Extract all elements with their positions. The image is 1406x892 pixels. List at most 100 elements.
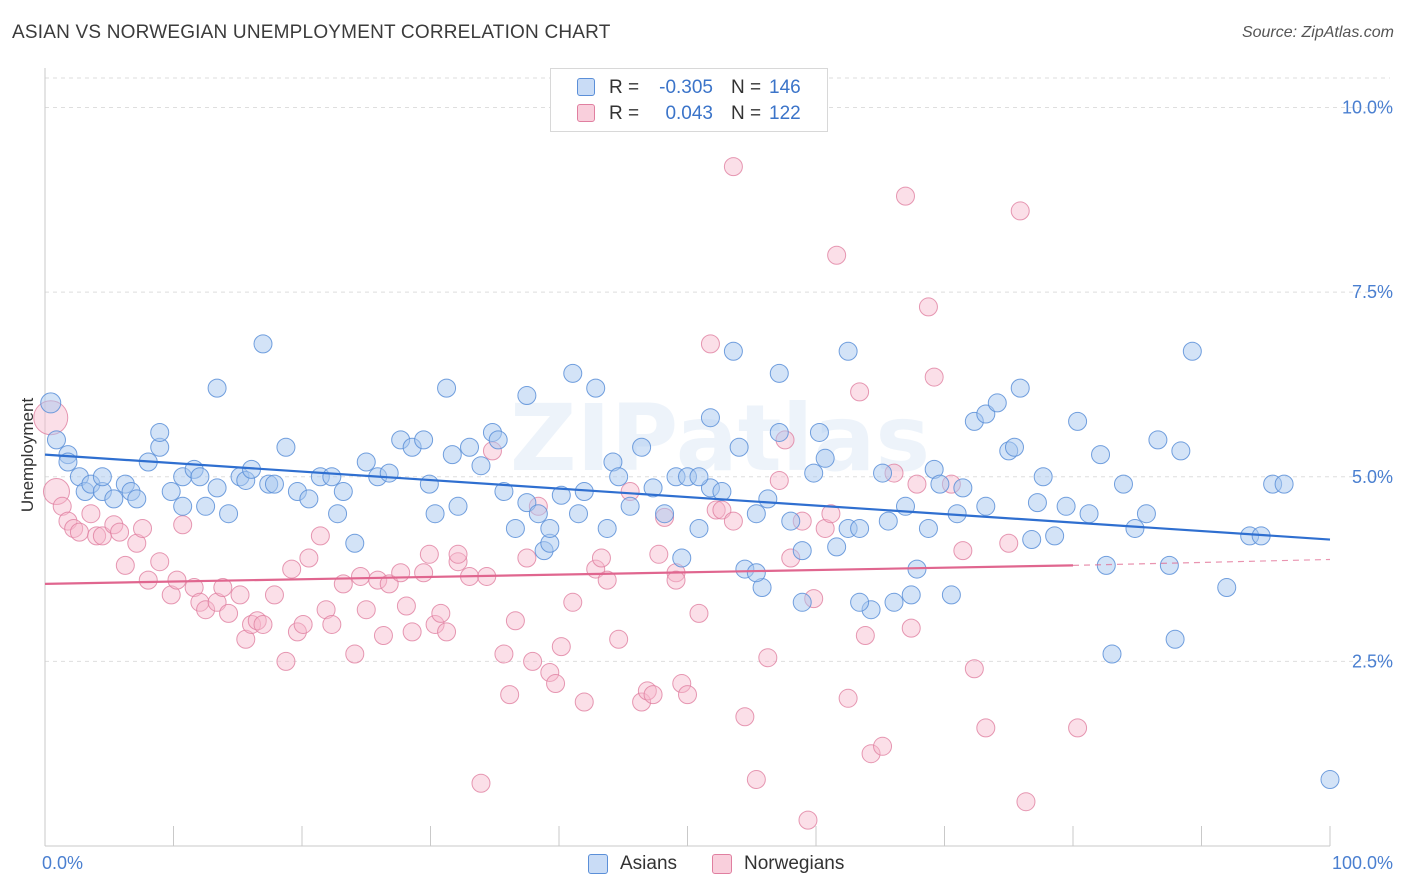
asians-point [414, 430, 434, 450]
norwegians-point [574, 692, 594, 712]
norwegians-point [901, 618, 921, 638]
norwegians-point [546, 674, 566, 694]
norwegians-point [700, 334, 720, 354]
asians-point [207, 478, 227, 498]
norwegians-point [643, 685, 663, 705]
asians-point [488, 430, 508, 450]
norwegians-point [706, 500, 726, 520]
r-label: R = [609, 77, 640, 98]
norwegians-point [769, 470, 789, 490]
r-label: R = [609, 103, 640, 124]
norwegians-point [196, 600, 216, 620]
norwegians-point [500, 685, 520, 705]
norwegians-point [517, 548, 537, 568]
norwegians-point [419, 544, 439, 564]
norwegians-point [138, 570, 158, 590]
asians-point [173, 496, 193, 516]
asians-point [884, 592, 904, 612]
norwegians-point [69, 522, 89, 542]
norwegians-point [563, 592, 583, 612]
asians-point [746, 563, 766, 583]
asians-point [1182, 341, 1202, 361]
asians-point [873, 463, 893, 483]
norwegians-point [396, 596, 416, 616]
asians-point [207, 378, 227, 398]
norwegians-point [540, 662, 560, 682]
asians-point [127, 489, 147, 509]
norwegians-point [591, 548, 611, 568]
asians-point [1004, 437, 1024, 457]
norwegians-trend-extension [1072, 558, 1331, 566]
norwegians-point [723, 157, 743, 177]
x-tick-label: 0.0% [42, 853, 83, 873]
asians-point [597, 518, 617, 538]
norwegians-point [924, 367, 944, 387]
asians-point [276, 437, 296, 457]
asians-swatch [577, 78, 595, 96]
series-legend: Asians Norwegians [0, 850, 1406, 878]
norwegians-point [735, 707, 755, 727]
norwegians-point [87, 526, 107, 546]
norwegians-point [316, 600, 336, 620]
asians-point [1171, 441, 1191, 461]
asians-point [809, 422, 829, 442]
norwegians-point [689, 603, 709, 623]
asians-point [345, 533, 365, 553]
norwegians-point [723, 511, 743, 531]
asians-point [941, 585, 961, 605]
asians-point [643, 478, 663, 498]
asians-point [517, 386, 537, 406]
asians-point [442, 445, 462, 465]
asians-point [494, 482, 514, 502]
norwegians-point [1016, 792, 1036, 812]
asians-point [1136, 504, 1156, 524]
y-tick-label: 5.0% [1352, 467, 1393, 487]
asians-point [878, 511, 898, 531]
asians-n-value: 146 [769, 77, 801, 98]
norwegians-point [345, 644, 365, 664]
asians-point [953, 478, 973, 498]
norwegians-point [815, 518, 835, 538]
asians-point [804, 463, 824, 483]
norwegians-r-value: 0.043 [665, 103, 713, 124]
n-label: N = [731, 77, 762, 98]
chart-source: Source: ZipAtlas.com [1241, 24, 1394, 41]
norwegians-point [746, 770, 766, 790]
norwegians-point [861, 744, 881, 764]
norwegians-trend-line [44, 564, 1074, 585]
asians-point [322, 467, 342, 487]
norwegians-point [431, 603, 451, 623]
y-tick-label: 2.5% [1352, 651, 1393, 671]
norwegians-point [310, 526, 330, 546]
asians-point [746, 504, 766, 524]
asians-point [729, 437, 749, 457]
asians-point [563, 363, 583, 383]
norwegians-point [471, 773, 491, 793]
norwegians-swatch [577, 104, 595, 122]
norwegians-point [213, 578, 233, 598]
asians-point [781, 511, 801, 531]
y-tick-label: 7.5% [1352, 282, 1393, 302]
asians-point [758, 489, 778, 509]
asians-point [1068, 411, 1088, 431]
norwegians-point [64, 518, 84, 538]
norwegians-point [873, 736, 893, 756]
norwegians-point [850, 382, 870, 402]
norwegians-point [52, 496, 72, 516]
asians-point [40, 392, 62, 414]
norwegians-point [379, 574, 399, 594]
asians-point [379, 463, 399, 483]
asians-point [161, 482, 181, 502]
asians-point [689, 467, 709, 487]
asians-point [689, 518, 709, 538]
norwegians-point [115, 555, 135, 575]
norwegians-point [414, 563, 434, 583]
asians-point [1165, 629, 1185, 649]
asians-point [1096, 555, 1116, 575]
asians-point [505, 518, 525, 538]
norwegians-point [242, 614, 262, 634]
legend-row-asians: R = -0.305 N = 146 [551, 75, 827, 101]
norwegians-point [207, 592, 227, 612]
trend-lines [44, 453, 1331, 585]
norwegians-point [855, 626, 875, 646]
